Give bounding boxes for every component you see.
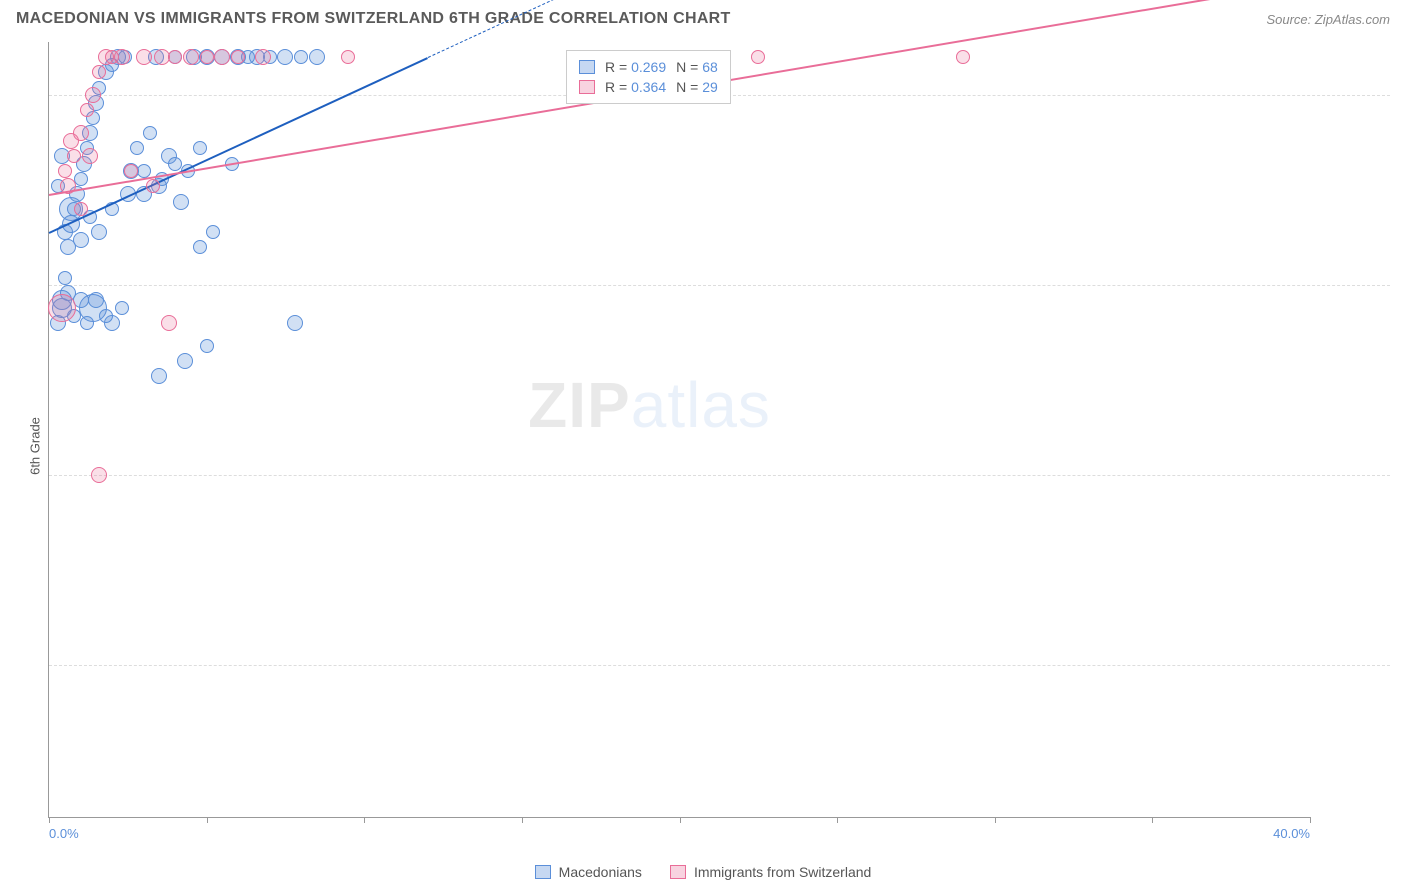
data-point [92,65,106,79]
data-point [67,149,81,163]
stats-row: R = 0.269 N = 68 [579,57,718,77]
gridline [49,665,1390,666]
legend-item-switzerland: Immigrants from Switzerland [670,864,871,880]
data-point [341,50,355,64]
data-point [183,49,199,65]
stat-n-label: N = 29 [676,79,718,95]
data-point [85,87,101,103]
chart-area: ZIPatlas 0.0% 40.0% R = 0.269 N = 68 R = 0.3… [48,42,1390,842]
x-tick [995,817,996,823]
data-point [63,133,79,149]
data-point [309,49,325,65]
x-tick [680,817,681,823]
x-tick-label: 0.0% [49,826,79,841]
data-point [79,294,107,322]
x-tick [1152,817,1153,823]
data-point [200,339,214,353]
data-point [58,271,72,285]
data-point [277,49,293,65]
data-point [151,368,167,384]
data-point [168,50,182,64]
data-point [73,232,89,248]
gridline [49,475,1390,476]
legend-label: Immigrants from Switzerland [694,864,871,880]
data-point [231,50,245,64]
data-point [255,49,271,65]
data-point [82,148,98,164]
data-point [956,50,970,64]
data-point [80,103,94,117]
x-tick-label: 40.0% [1273,826,1310,841]
data-point [48,294,76,322]
stats-swatch-icon [579,60,595,74]
data-point [294,50,308,64]
x-tick [837,817,838,823]
x-tick [49,817,50,823]
plot-area: ZIPatlas 0.0%40.0%R = 0.269N = 68R = 0.3… [48,42,1310,818]
data-point [58,164,72,178]
stat-r-label: R = 0.364 [605,79,666,95]
data-point [173,194,189,210]
data-point [91,467,107,483]
data-point [214,49,230,65]
stats-swatch-icon [579,80,595,94]
legend-label: Macedonians [559,864,642,880]
data-point [124,164,138,178]
stat-n-label: N = 68 [676,59,718,75]
data-point [74,202,88,216]
watermark: ZIPatlas [528,368,771,442]
data-point [104,315,120,331]
gridline [49,285,1390,286]
y-axis-label: 6th Grade [27,417,42,475]
data-point [143,126,157,140]
chart-title: MACEDONIAN VS IMMIGRANTS FROM SWITZERLAN… [16,10,731,28]
data-point [130,141,144,155]
x-tick [364,817,365,823]
data-point [287,315,303,331]
x-tick [207,817,208,823]
data-point [161,315,177,331]
data-point [200,50,214,64]
stats-box: R = 0.269 N = 68 R = 0.364 N = 29 [566,50,731,104]
data-point [193,141,207,155]
watermark-atlas: atlas [631,369,771,441]
stat-r-label: R = 0.269 [605,59,666,75]
x-tick [1310,817,1311,823]
data-point [146,179,160,193]
data-point [177,353,193,369]
x-tick [522,817,523,823]
data-point [206,225,220,239]
legend-swatch-icon [670,865,686,879]
stats-row: R = 0.364 N = 29 [579,77,718,97]
legend-item-macedonians: Macedonians [535,864,642,880]
watermark-zip: ZIP [528,369,631,441]
data-point [136,49,152,65]
data-point [115,301,129,315]
data-point [91,224,107,240]
chart-header: MACEDONIAN VS IMMIGRANTS FROM SWITZERLAN… [0,0,1406,34]
bottom-legend: Macedonians Immigrants from Switzerland [0,864,1406,880]
data-point [114,49,130,65]
data-point [168,157,182,171]
data-point [751,50,765,64]
source-attribution: Source: ZipAtlas.com [1266,12,1390,27]
legend-swatch-icon [535,865,551,879]
data-point [193,240,207,254]
